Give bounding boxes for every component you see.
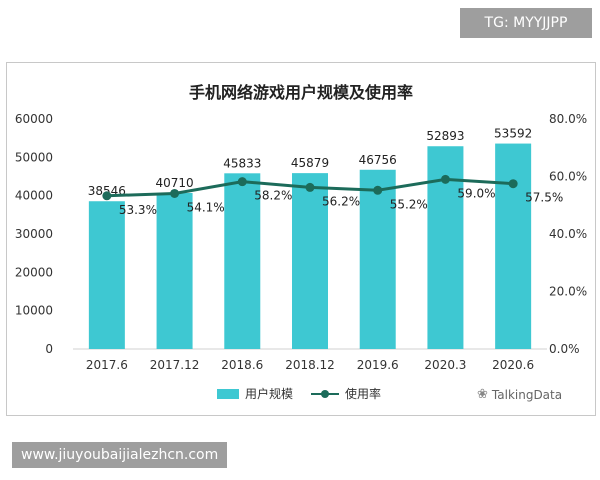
bar-value-label: 40710 (155, 176, 193, 190)
tg-tag: TG: MYYJJPP (460, 8, 592, 38)
y-right-tick-label: 80.0% (549, 112, 587, 126)
x-tick-label: 2018.6 (221, 358, 263, 372)
wechat-icon: ❀ (477, 387, 488, 402)
usage-rate-label: 58.2% (254, 189, 292, 203)
usage-rate-label: 57.5% (525, 191, 563, 205)
usage-rate-label: 55.2% (390, 197, 428, 211)
usage-rate-point (373, 185, 383, 195)
talkingdata-watermark: ❀ TalkingData (477, 387, 562, 402)
legend-label-line: 使用率 (345, 387, 382, 401)
x-tick-label: 2017.12 (150, 358, 200, 372)
x-tick-label: 2020.6 (492, 358, 534, 372)
usage-rate-point (237, 177, 247, 187)
bar (359, 169, 396, 349)
y-left-tick-label: 50000 (15, 150, 53, 164)
bar-value-label: 53592 (494, 127, 532, 141)
y-right-tick-label: 20.0% (549, 285, 587, 299)
chart-canvas: 0 10000 20000 30000 40000 50000 60000 0.0% 20.0%… (15, 112, 587, 372)
legend-swatch-line (311, 389, 340, 399)
x-tick-label: 2018.12 (285, 358, 335, 372)
x-tick-label: 2017.6 (86, 358, 128, 372)
y-right-tick-label: 40.0% (549, 227, 587, 241)
y-left-tick-label: 0 (45, 342, 53, 356)
legend-label-bars: 用户规模 (245, 387, 294, 401)
bar (156, 192, 193, 349)
legend: 用户规模 使用率 (217, 385, 381, 402)
legend-item-line: 使用率 (311, 385, 381, 402)
bar-value-label: 52893 (426, 129, 464, 143)
usage-rate-point (440, 174, 450, 184)
usage-rate-point (102, 191, 112, 201)
y-right-tick-label: 0.0% (549, 342, 580, 356)
bar (292, 173, 328, 349)
x-tick-label: 2020.3 (424, 358, 466, 372)
watermark-text: TalkingData (491, 387, 563, 402)
usage-rate-label: 54.1% (187, 200, 225, 214)
y-left-tick-label: 10000 (15, 304, 53, 318)
usage-rate-point (508, 179, 518, 189)
y-left-tick-label: 60000 (15, 112, 53, 126)
y-left-tick-label: 30000 (15, 227, 53, 241)
chart-title: 手机网络游戏用户规模及使用率 (188, 83, 413, 102)
bar-value-label: 45879 (291, 156, 329, 170)
chart-frame: 手机网络游戏用户规模及使用率 0 10000 20000 30000 40000 5000… (6, 62, 596, 416)
legend-swatch-bars (217, 388, 239, 399)
usage-rate-point (170, 188, 180, 198)
y-left-tick-label: 20000 (15, 265, 53, 279)
x-tick-label: 2019.6 (357, 358, 399, 372)
usage-rate-point (305, 182, 315, 192)
y-right-tick-label: 60.0% (549, 170, 587, 184)
usage-rate-label: 53.3% (119, 203, 157, 217)
bar (495, 143, 532, 349)
site-url: www.jiuyoubaijialezhcn.com (12, 442, 228, 468)
usage-rate-label: 56.2% (322, 194, 360, 208)
bar (224, 173, 261, 349)
legend-item-bars: 用户规模 (217, 385, 293, 402)
bar (88, 201, 125, 349)
usage-rate-label: 59.0% (457, 186, 495, 200)
bar-value-label: 45833 (223, 156, 261, 170)
y-left-tick-label: 40000 (15, 189, 53, 203)
bar-value-label: 46756 (359, 153, 397, 167)
